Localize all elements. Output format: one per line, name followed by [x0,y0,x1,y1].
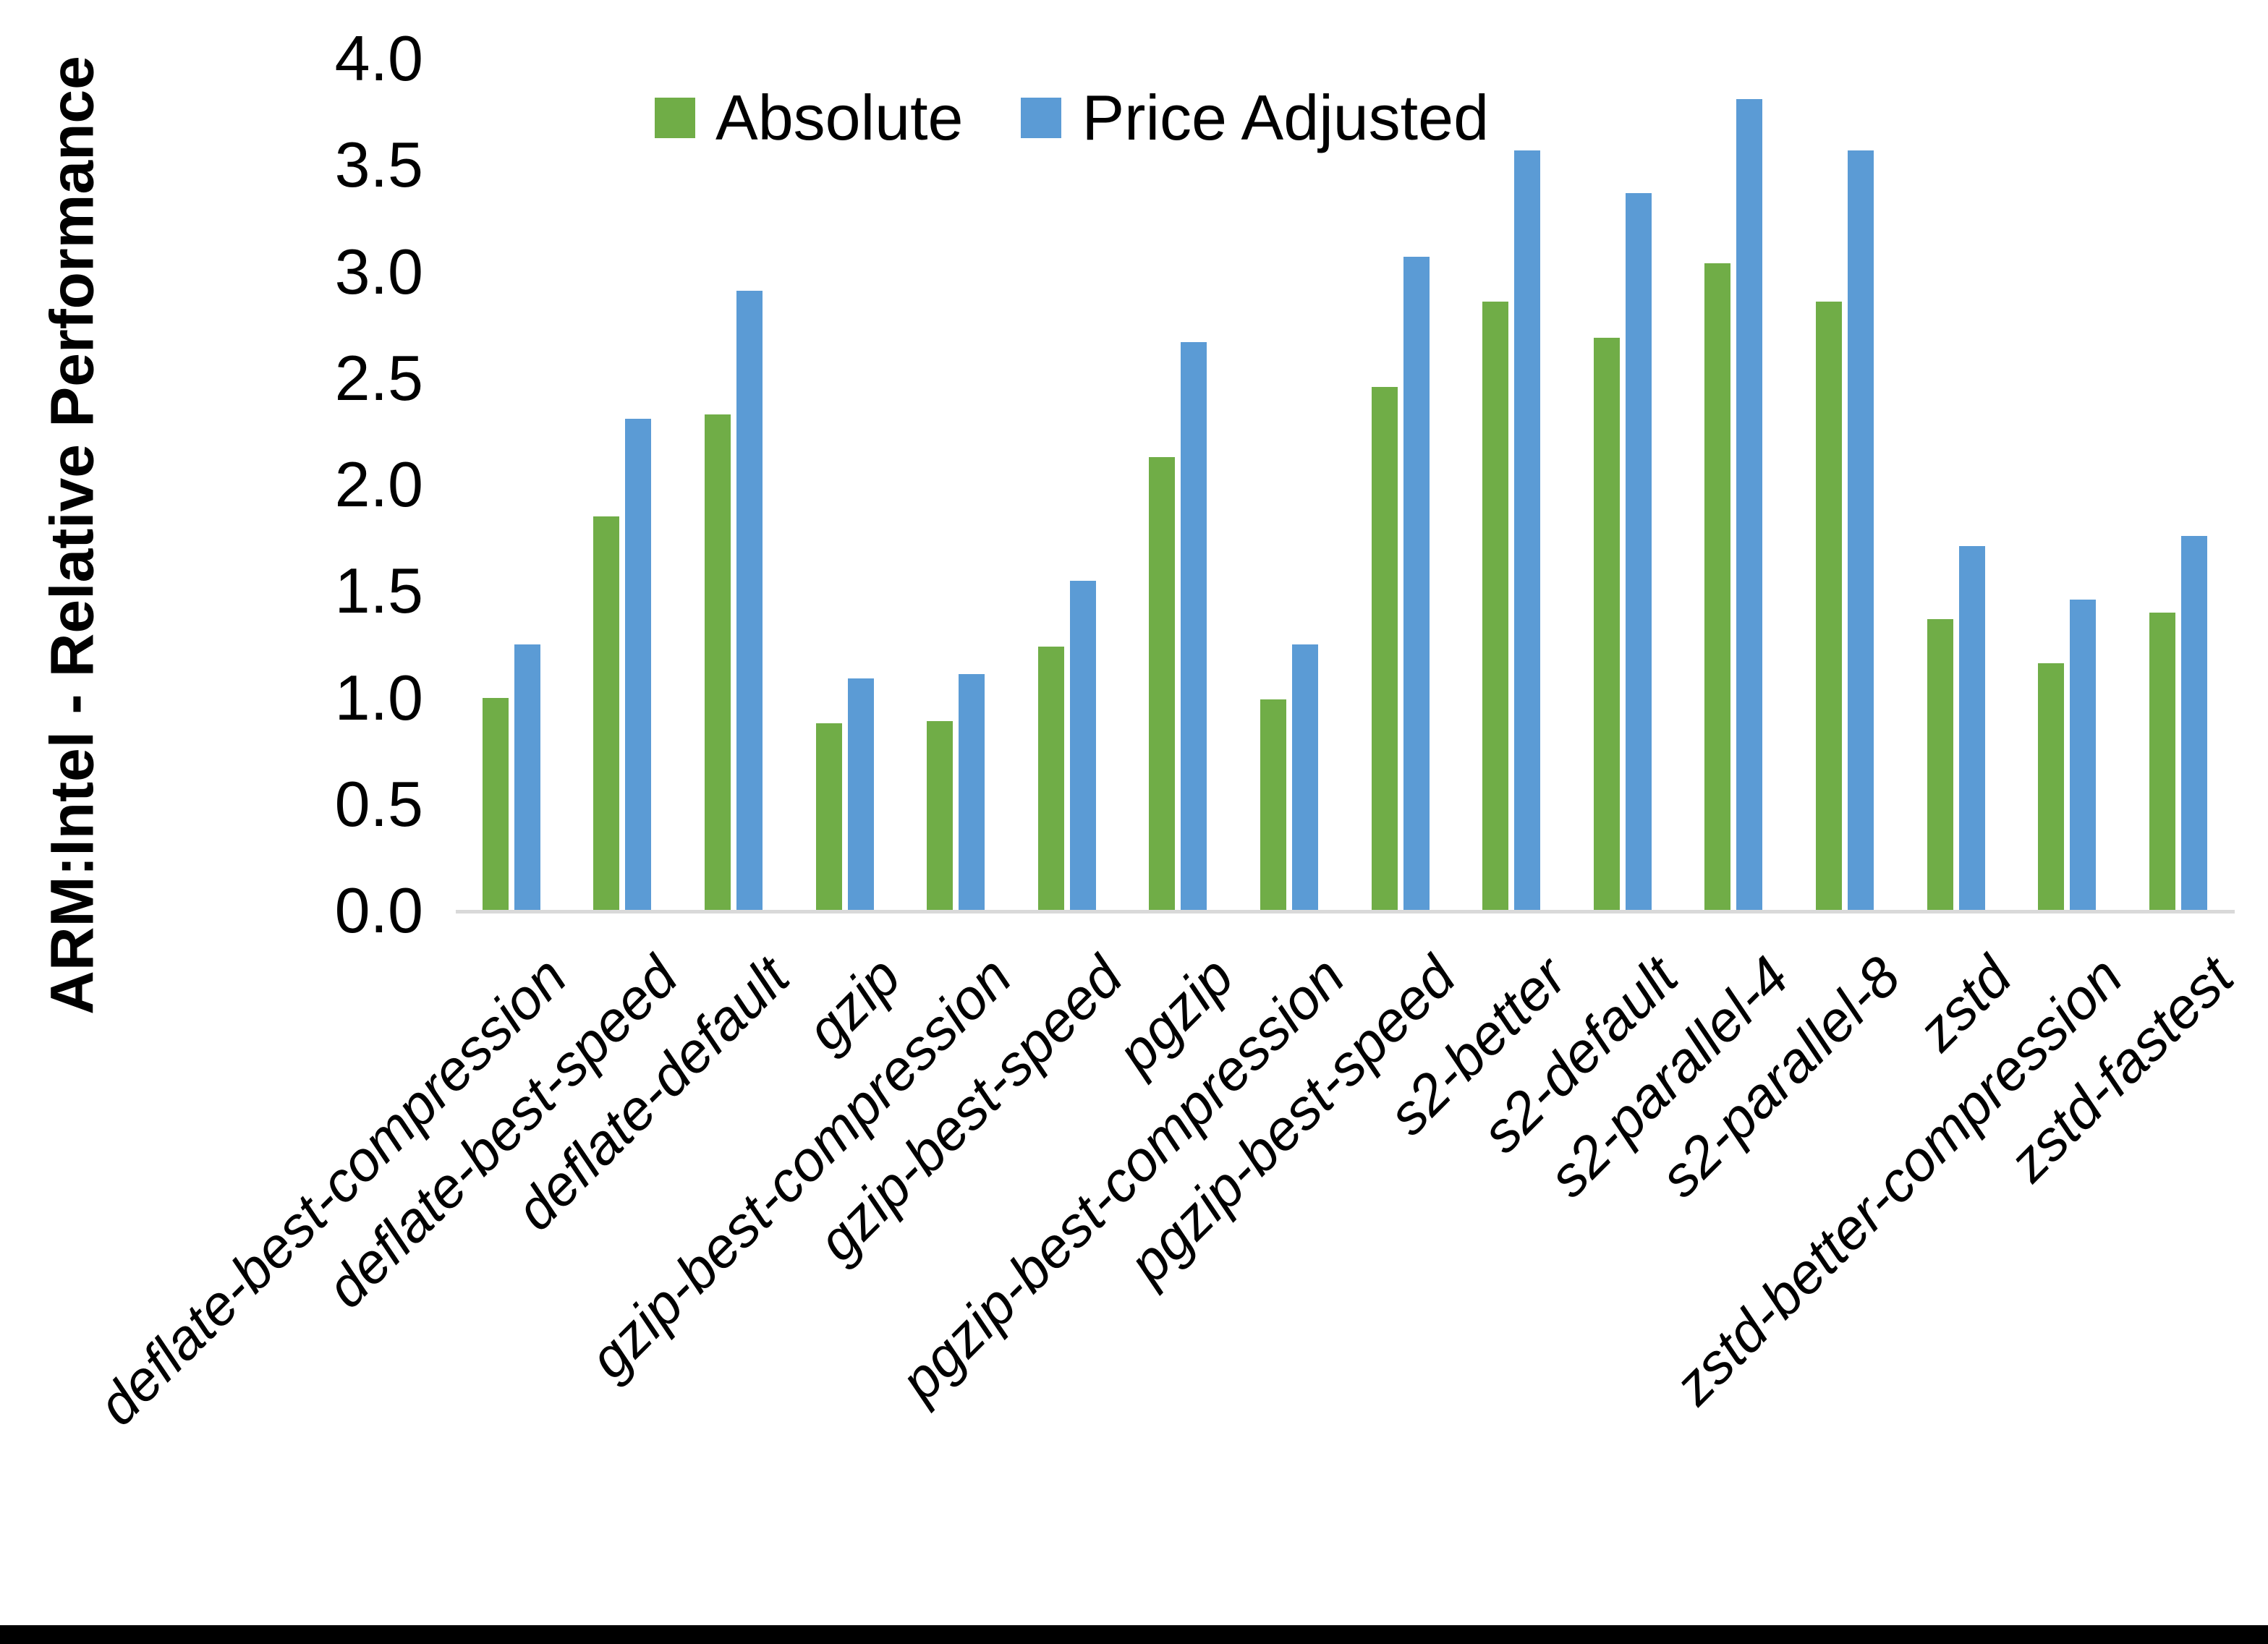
legend-item-price-adjusted: Price Adjusted [1021,81,1489,155]
bar-price-adjusted [1181,341,1207,911]
bar-absolute [1482,301,1509,911]
bar-price-adjusted [1958,546,1985,911]
bar-absolute [705,414,731,911]
bar-price-adjusted [1514,150,1541,911]
bar-absolute [1149,456,1176,911]
bottom-border [0,1625,2268,1644]
y-axis-tick-label: 1.5 [334,555,423,627]
y-axis-tick-label: 0.0 [334,874,423,946]
legend-item-absolute: Absolute [655,81,963,155]
legend: Absolute Price Adjusted [655,81,1489,155]
legend-swatch-absolute [655,98,695,138]
y-axis-tick-label: 2.5 [334,341,423,414]
bar-absolute [1037,646,1064,911]
bar-absolute [1704,263,1731,911]
bar-price-adjusted [1069,580,1096,911]
bar-price-adjusted [736,291,763,911]
bar-absolute [1260,699,1286,911]
legend-label-price-adjusted: Price Adjusted [1082,82,1490,153]
y-axis-tick-label: 4.0 [334,22,423,94]
bar-price-adjusted [2180,535,2207,911]
legend-swatch-price-adjusted [1021,98,1062,138]
y-axis-tick-label: 3.0 [334,235,423,307]
y-axis-tick-label: 0.5 [334,767,423,840]
x-axis-category-label: deflate-best-compression [85,944,579,1438]
bar-price-adjusted [514,644,540,911]
bar-price-adjusted [1736,98,1763,911]
bar-absolute [1371,386,1398,911]
bar-price-adjusted [1625,192,1652,911]
bar-absolute [1927,618,1953,911]
bar-price-adjusted [1848,150,1874,911]
bar-price-adjusted [1292,644,1318,911]
bar-price-adjusted [1403,256,1430,911]
bar-absolute [482,697,509,911]
x-axis-line [456,910,2235,913]
bar-absolute [2038,663,2065,911]
bar-price-adjusted [2070,600,2097,911]
bar-absolute [2149,612,2175,911]
y-axis-tick-label: 2.0 [334,448,423,520]
y-axis-tick-label: 3.5 [334,129,423,201]
bar-absolute [1816,301,1842,911]
bar-absolute [593,516,620,911]
bar-price-adjusted [847,678,874,911]
bar-price-adjusted [959,674,985,911]
bar-absolute [815,723,842,911]
bar-absolute [927,720,954,911]
legend-label-absolute: Absolute [715,82,964,153]
y-axis-tick-label: 1.0 [334,661,423,733]
bar-price-adjusted [625,418,652,911]
bar-absolute [1593,337,1620,911]
